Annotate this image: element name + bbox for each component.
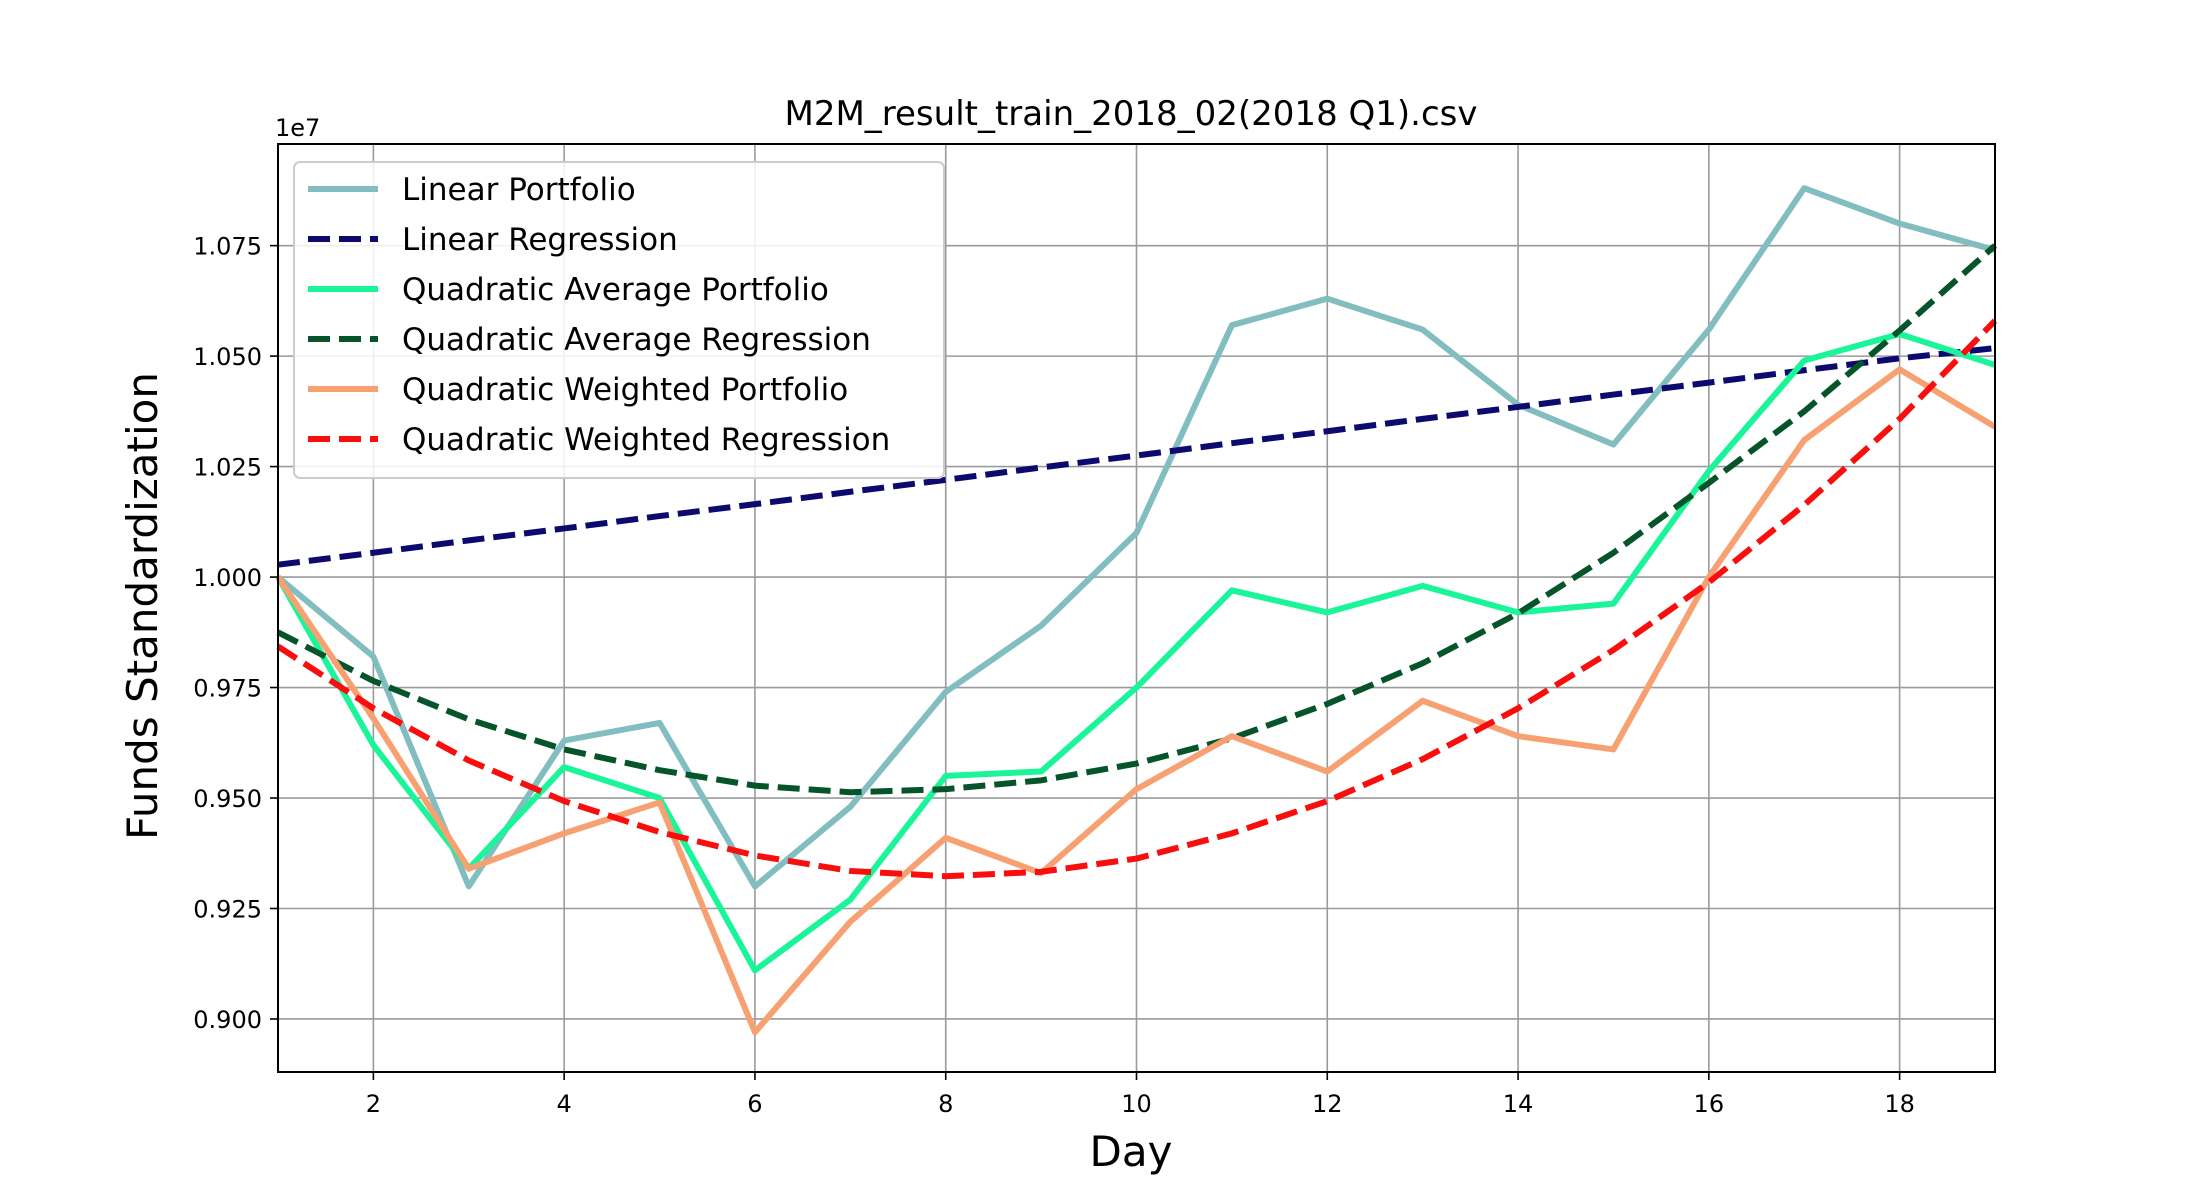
x-tick-label: 2	[366, 1090, 381, 1118]
x-axis-label: Day	[1090, 1127, 1173, 1176]
series-group	[275, 185, 1998, 1036]
x-tick-label: 16	[1694, 1090, 1725, 1118]
series-line-quadratic-weighted-portfolio	[275, 366, 1997, 1036]
legend-label-quadratic-weighted-portfolio: Quadratic Weighted Portfolio	[402, 372, 848, 408]
x-tick-label: 8	[938, 1090, 953, 1118]
series-line-linear-regression	[277, 345, 1996, 568]
y-tick-label: 0.975	[193, 675, 262, 703]
x-tick-label: 14	[1503, 1090, 1534, 1118]
y-tick-label: 1.075	[193, 233, 262, 261]
series-line-quadratic-average-portfolio	[275, 331, 1996, 974]
x-tick-label: 4	[557, 1090, 572, 1118]
y-tick-label: 0.950	[193, 785, 262, 813]
y-tick-label: 1.025	[193, 454, 262, 482]
legend: Linear Portfolio Linear Regression Quadrat…	[293, 161, 945, 479]
legend-box	[293, 161, 945, 479]
legend-label-quadratic-average-portfolio: Quadratic Average Portfolio	[402, 272, 829, 308]
y-tick-label: 1.000	[193, 564, 262, 592]
series-line-linear-portfolio	[276, 185, 1996, 890]
series-line-quadratic-weighted-regression	[276, 318, 1998, 880]
legend-label-quadratic-weighted-regression: Quadratic Weighted Regression	[402, 422, 890, 458]
y-tick-label: 0.925	[193, 895, 262, 923]
axis-ticks: 2 4 6 8 10 12 14 16 18 0.900 0.925 0.950 0.975 1.000 1…	[193, 233, 1915, 1118]
legend-label-quadratic-average-regression: Quadratic Average Regression	[402, 322, 871, 358]
y-tick-label: 0.900	[193, 1006, 262, 1034]
x-tick-label: 18	[1884, 1090, 1915, 1118]
x-tick-label: 6	[747, 1090, 762, 1118]
y-axis-offset-label: 1e7	[275, 114, 320, 142]
series-line-quadratic-average-regression	[276, 243, 1997, 796]
chart-title: M2M_result_train_2018_02(2018 Q1).csv	[784, 94, 1477, 134]
legend-label-linear-portfolio: Linear Portfolio	[402, 172, 636, 208]
y-tick-label: 1.050	[193, 343, 262, 371]
x-tick-label: 12	[1312, 1090, 1343, 1118]
x-tick-label: 10	[1121, 1090, 1152, 1118]
y-axis-label: Funds Standardization	[118, 372, 167, 840]
legend-label-linear-regression: Linear Regression	[402, 222, 678, 258]
